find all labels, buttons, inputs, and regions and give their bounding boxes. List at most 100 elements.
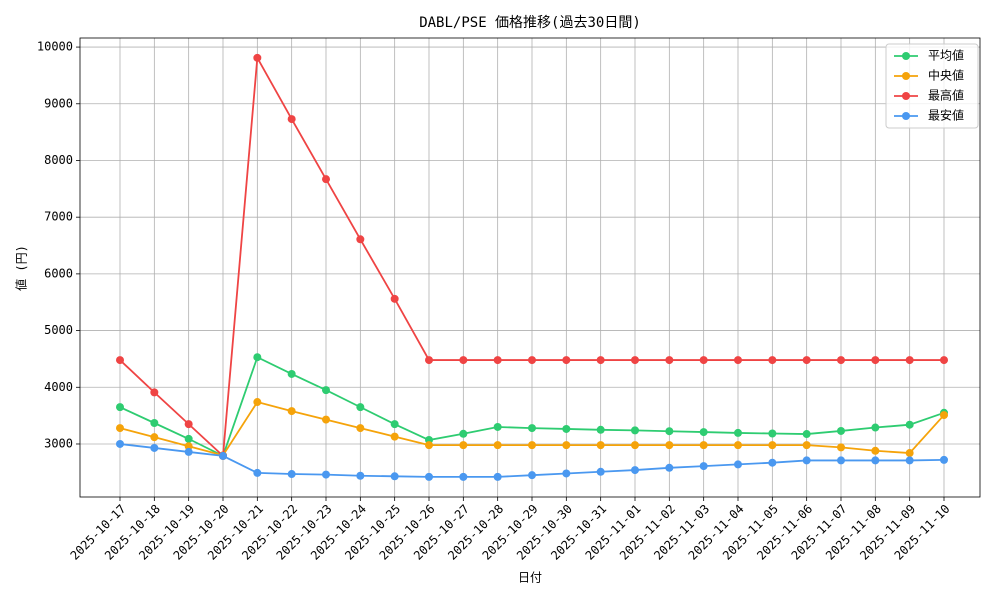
data-point (528, 356, 536, 365)
data-point (150, 419, 159, 428)
data-point (768, 458, 777, 467)
data-point (802, 456, 811, 465)
data-point (665, 463, 674, 472)
data-point (528, 441, 536, 450)
legend-label: 平均値 (928, 48, 964, 63)
data-point (734, 460, 742, 469)
chart-title: DABL/PSE 価格推移(過去30日間) (419, 15, 641, 31)
data-point (425, 472, 433, 481)
data-point (184, 442, 193, 451)
data-point (699, 428, 708, 437)
data-point (802, 356, 811, 365)
data-point (390, 420, 399, 429)
legend-marker (902, 72, 910, 80)
data-point (837, 356, 845, 365)
data-point (219, 451, 227, 460)
data-point (768, 441, 777, 450)
y-tick-label: 3000 (44, 436, 73, 450)
data-point (734, 441, 742, 450)
legend-marker (902, 92, 910, 100)
y-tick-label: 9000 (44, 96, 73, 110)
data-point (940, 356, 948, 365)
legend-marker (902, 112, 910, 120)
data-point (905, 356, 914, 365)
data-point (528, 471, 536, 480)
plot-frame (79, 37, 981, 498)
data-point (871, 356, 880, 365)
data-point (940, 411, 948, 420)
data-point (116, 439, 124, 448)
y-axis-label: 値 (円) (14, 245, 29, 291)
data-point (871, 456, 880, 465)
data-point (287, 470, 296, 479)
data-point (356, 471, 365, 480)
data-point (768, 429, 777, 438)
data-point (287, 115, 296, 124)
data-point (734, 356, 742, 365)
data-point (562, 441, 571, 450)
data-point (184, 447, 193, 456)
y-tick-label: 5000 (44, 323, 73, 337)
data-point (150, 388, 159, 397)
y-tick-label: 4000 (44, 380, 73, 394)
data-point (631, 356, 639, 365)
legend-marker (902, 52, 910, 60)
data-point (596, 356, 605, 365)
data-point (940, 455, 948, 464)
data-point (390, 432, 399, 441)
data-point (699, 356, 708, 365)
data-point (631, 466, 639, 475)
legend-label: 最安値 (928, 108, 964, 123)
data-point (665, 427, 674, 436)
data-point (562, 356, 571, 365)
data-point (871, 423, 880, 432)
data-point (631, 426, 639, 435)
data-point (596, 425, 605, 434)
data-point (665, 356, 674, 365)
data-point (837, 443, 845, 452)
data-point (459, 472, 468, 481)
legend-box (885, 43, 979, 129)
data-point (116, 403, 124, 412)
data-point (871, 446, 880, 455)
legend-label: 中央値 (928, 68, 964, 83)
data-point (493, 441, 502, 450)
data-point (905, 449, 914, 458)
data-point (596, 441, 605, 450)
data-point (322, 386, 330, 395)
data-point (905, 456, 914, 465)
data-point (356, 403, 365, 412)
data-point (150, 433, 159, 442)
data-point (802, 441, 811, 450)
grid (80, 38, 980, 497)
y-tick-label: 6000 (44, 266, 73, 280)
data-point (768, 356, 777, 365)
y-tick-label: 8000 (44, 153, 73, 167)
data-point (562, 469, 571, 478)
data-point (150, 443, 159, 452)
data-point (253, 468, 262, 477)
data-point (356, 235, 365, 244)
x-axis-label: 日付 (518, 571, 542, 585)
data-point (116, 356, 124, 365)
data-point (253, 398, 262, 407)
data-point (837, 456, 845, 465)
data-point (493, 472, 502, 481)
data-point (493, 422, 502, 431)
data-point (734, 428, 742, 437)
data-point (528, 424, 536, 433)
data-point (699, 462, 708, 471)
data-point (459, 356, 468, 365)
data-point (184, 420, 193, 429)
y-tick-label: 10000 (37, 40, 73, 54)
data-point (425, 441, 433, 450)
data-point (356, 424, 365, 433)
data-point (631, 441, 639, 450)
data-point (287, 369, 296, 378)
data-point (665, 441, 674, 450)
data-point (837, 426, 845, 435)
y-tick-label: 7000 (44, 210, 73, 224)
data-point (802, 430, 811, 439)
